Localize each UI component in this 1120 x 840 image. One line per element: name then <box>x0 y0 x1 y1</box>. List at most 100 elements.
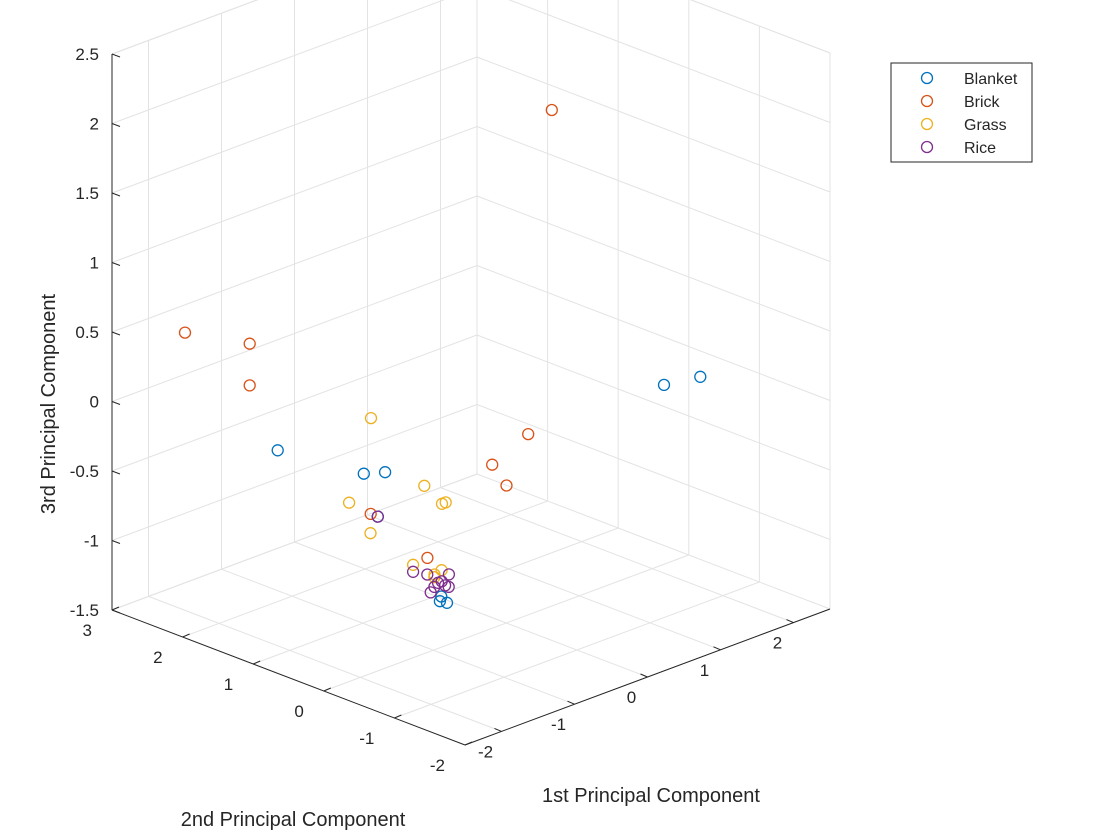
z-tick-label: 1.5 <box>75 184 99 203</box>
data-point-brick <box>545 103 558 117</box>
data-point-brick <box>178 326 192 339</box>
data-point-grass <box>406 558 420 571</box>
gridline <box>111 0 445 124</box>
x-tick-label: 0 <box>627 688 636 707</box>
y-tick-mark <box>394 714 402 719</box>
data-point-rice <box>406 565 420 578</box>
z-tick-mark <box>111 53 121 58</box>
data-point-grass <box>342 496 356 509</box>
data-point-grass <box>418 479 431 492</box>
tick-labels: -2 -1 0 1 2 -2 -1 0 1 2 3-1.5 -1 -0.5 0 0.5 1 1.5 2 2.5 <box>70 45 783 775</box>
data-point-blanket <box>378 466 392 479</box>
data-point-brick <box>243 337 256 350</box>
z-tick-label: 1 <box>90 254 99 273</box>
data-point-blanket <box>694 370 707 383</box>
gridline <box>148 595 502 732</box>
data-point-brick <box>500 479 513 492</box>
gridline <box>367 514 721 651</box>
y-tick-label: -2 <box>430 756 445 775</box>
gridline <box>440 487 794 624</box>
z-tick-label: 0.5 <box>75 323 99 342</box>
z-tick-mark <box>111 192 121 197</box>
z-tick-label: 0 <box>90 393 99 412</box>
data-points <box>178 103 707 609</box>
gridline <box>476 334 831 471</box>
data-point-grass <box>435 497 449 510</box>
y-axis-line <box>111 609 466 746</box>
y-tick-label: 3 <box>83 621 92 640</box>
gridline <box>476 126 831 262</box>
z-tick-label: 2 <box>90 115 99 134</box>
z-tick-mark <box>111 609 121 614</box>
x-tick-mark <box>567 700 575 705</box>
x-tick-mark <box>494 727 502 732</box>
gridline <box>508 0 831 123</box>
gridline <box>111 404 478 541</box>
gridline <box>111 195 478 333</box>
y-tick-mark <box>111 606 120 611</box>
axes-lines <box>111 53 831 746</box>
legend-label-rice: Rice <box>964 140 996 157</box>
box-edge <box>690 0 831 54</box>
data-point-rice <box>421 568 434 581</box>
data-point-blanket <box>657 378 671 392</box>
z-tick-mark <box>111 401 121 405</box>
y-axis-label: 2nd Principal Component <box>181 809 406 831</box>
data-point-brick <box>522 427 535 441</box>
data-point-blanket <box>433 595 447 608</box>
y-tick-mark <box>253 660 261 665</box>
gridline <box>221 568 575 705</box>
y-tick-label: -1 <box>359 729 374 748</box>
data-point-blanket <box>440 596 454 609</box>
legend-marker-blanket <box>920 71 934 85</box>
data-point-rice <box>424 586 437 599</box>
data-point-brick <box>421 551 434 565</box>
x-axis-label: 1st Principal Component <box>542 785 760 807</box>
x-tick-label: 1 <box>700 661 709 680</box>
y-tick-label: 0 <box>294 702 303 721</box>
data-point-grass <box>364 411 378 425</box>
gridline <box>111 473 478 611</box>
z-tick-mark <box>111 540 121 544</box>
data-point-rice <box>442 568 456 581</box>
z-tick-label: -0.5 <box>70 462 99 481</box>
data-point-grass <box>364 527 377 540</box>
legend-marker-brick <box>920 94 934 108</box>
legend-label-grass: Grass <box>964 117 1007 134</box>
x-tick-label: 2 <box>773 634 782 653</box>
data-point-rice <box>442 580 455 594</box>
legend[interactable]: Blanket Brick Grass Rice <box>890 62 1033 163</box>
legend-marker-grass <box>920 117 934 131</box>
data-point-blanket <box>271 444 284 457</box>
legend-box <box>890 62 1033 163</box>
gridline <box>111 56 478 194</box>
y-tick-label: 2 <box>153 648 162 667</box>
z-tick-mark <box>111 470 121 475</box>
axes-grid <box>111 0 831 746</box>
y-tick-label: 1 <box>224 675 233 694</box>
data-point-blanket <box>357 467 370 480</box>
x-tick-mark <box>786 619 794 624</box>
z-tick-label: 2.5 <box>75 45 99 64</box>
gridline <box>476 473 831 610</box>
gridline <box>476 404 831 540</box>
legend-label-blanket: Blanket <box>964 71 1018 88</box>
z-tick-mark <box>111 262 121 266</box>
y-tick-mark <box>464 741 473 746</box>
gridline <box>111 265 478 402</box>
data-point-brick <box>364 507 377 521</box>
z-tick-mark <box>111 331 121 336</box>
gridline <box>111 126 478 263</box>
x-tick-label: -1 <box>551 715 566 734</box>
data-point-brick <box>486 458 499 471</box>
gridline <box>476 56 831 193</box>
z-axis-label: 3rd Principal Component <box>38 294 60 515</box>
z-tick-label: -1 <box>84 532 99 551</box>
x-tick-label: -2 <box>478 742 493 761</box>
legend-marker-rice <box>920 140 934 154</box>
gridline <box>111 334 478 472</box>
gridline <box>294 541 648 678</box>
data-point-rice <box>371 510 384 523</box>
y-tick-mark <box>182 633 190 638</box>
